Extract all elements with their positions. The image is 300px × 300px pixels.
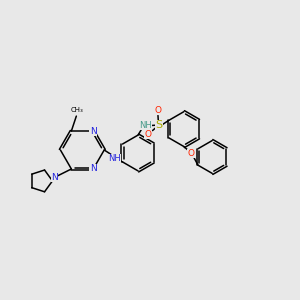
Text: O: O — [154, 106, 161, 115]
Text: S: S — [155, 120, 163, 130]
Text: N: N — [90, 164, 97, 173]
Text: O: O — [145, 130, 152, 139]
Text: NH: NH — [139, 121, 152, 130]
Text: N: N — [90, 127, 97, 136]
Text: NH: NH — [108, 154, 121, 163]
Text: N: N — [51, 173, 58, 182]
Text: O: O — [187, 149, 194, 158]
Text: CH₃: CH₃ — [71, 106, 84, 112]
